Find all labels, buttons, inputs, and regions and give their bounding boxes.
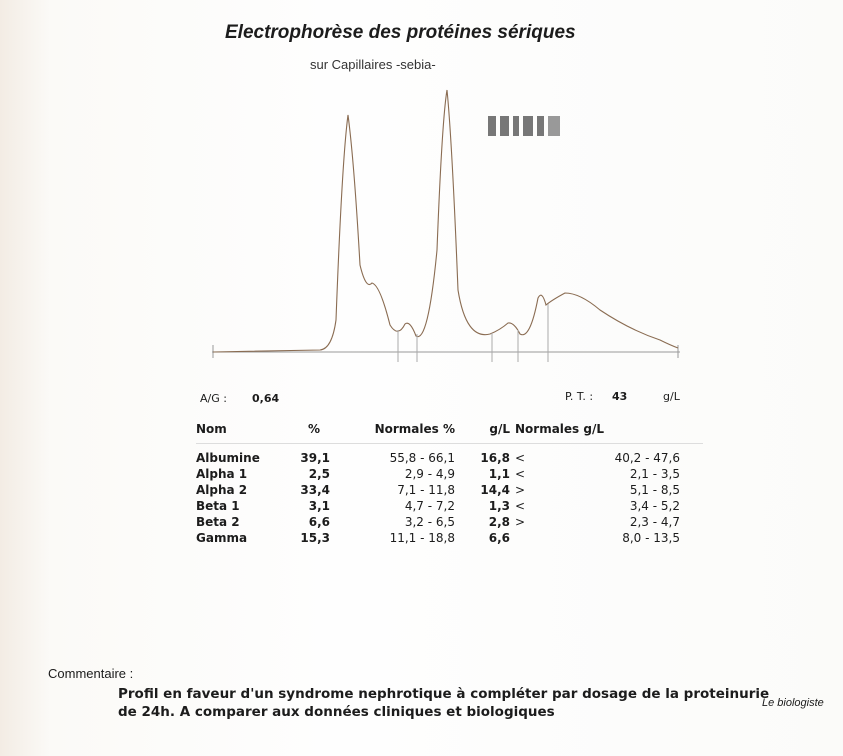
cell-normal-gl: 5,1 - 8,5 [530, 483, 680, 497]
cell-pct: 6,6 [290, 515, 330, 529]
cell-cmp: > [515, 483, 525, 497]
page: Electrophorèse des protéines sériques su… [0, 0, 843, 756]
cell-cmp: < [515, 451, 525, 465]
cell-name: Albumine [196, 451, 260, 465]
comment-line: Profil en faveur d'un syndrome nephrotiq… [118, 686, 769, 702]
cell-pct: 2,5 [290, 467, 330, 481]
cell-name: Alpha 1 [196, 467, 247, 481]
column-header: % [300, 422, 320, 436]
cell-pct: 3,1 [290, 499, 330, 513]
cell-cmp: < [515, 467, 525, 481]
cell-normal-pct: 3,2 - 6,5 [340, 515, 455, 529]
cell-cmp: < [515, 499, 525, 513]
cell-gl: 2,8 [470, 515, 510, 529]
column-header: Nom [196, 422, 227, 436]
cell-normal-gl: 8,0 - 13,5 [530, 531, 680, 545]
pt-label: P. T. : [565, 390, 593, 403]
cell-gl: 1,3 [470, 499, 510, 513]
header-rule [196, 443, 703, 444]
ag-label: A/G : [200, 392, 227, 405]
comment-label: Commentaire : [48, 666, 133, 681]
pt-unit: g/L [663, 390, 680, 403]
ag-value: 0,64 [252, 392, 279, 405]
cell-gl: 14,4 [470, 483, 510, 497]
column-header: Normales g/L [515, 422, 604, 436]
signature: Le biologiste [762, 697, 824, 709]
cell-normal-pct: 2,9 - 4,9 [340, 467, 455, 481]
cell-name: Alpha 2 [196, 483, 247, 497]
cell-pct: 33,4 [290, 483, 330, 497]
cell-normal-gl: 2,1 - 3,5 [530, 467, 680, 481]
cell-name: Beta 2 [196, 515, 240, 529]
electrophoresis-curve [0, 0, 843, 380]
cell-normal-gl: 2,3 - 4,7 [530, 515, 680, 529]
cell-normal-pct: 11,1 - 18,8 [340, 531, 455, 545]
cell-pct: 15,3 [290, 531, 330, 545]
cell-gl: 6,6 [470, 531, 510, 545]
comment-line: de 24h. A comparer aux données cliniques… [118, 704, 555, 720]
cell-normal-pct: 4,7 - 7,2 [340, 499, 455, 513]
column-header: g/L [470, 422, 510, 436]
pt-value: 43 [612, 390, 627, 403]
cell-name: Gamma [196, 531, 247, 545]
cell-normal-pct: 55,8 - 66,1 [340, 451, 455, 465]
cell-pct: 39,1 [290, 451, 330, 465]
cell-normal-pct: 7,1 - 11,8 [340, 483, 455, 497]
cell-gl: 1,1 [470, 467, 510, 481]
column-header: Normales % [340, 422, 455, 436]
cell-cmp: > [515, 515, 525, 529]
cell-normal-gl: 3,4 - 5,2 [530, 499, 680, 513]
cell-normal-gl: 40,2 - 47,6 [530, 451, 680, 465]
cell-name: Beta 1 [196, 499, 240, 513]
cell-gl: 16,8 [470, 451, 510, 465]
